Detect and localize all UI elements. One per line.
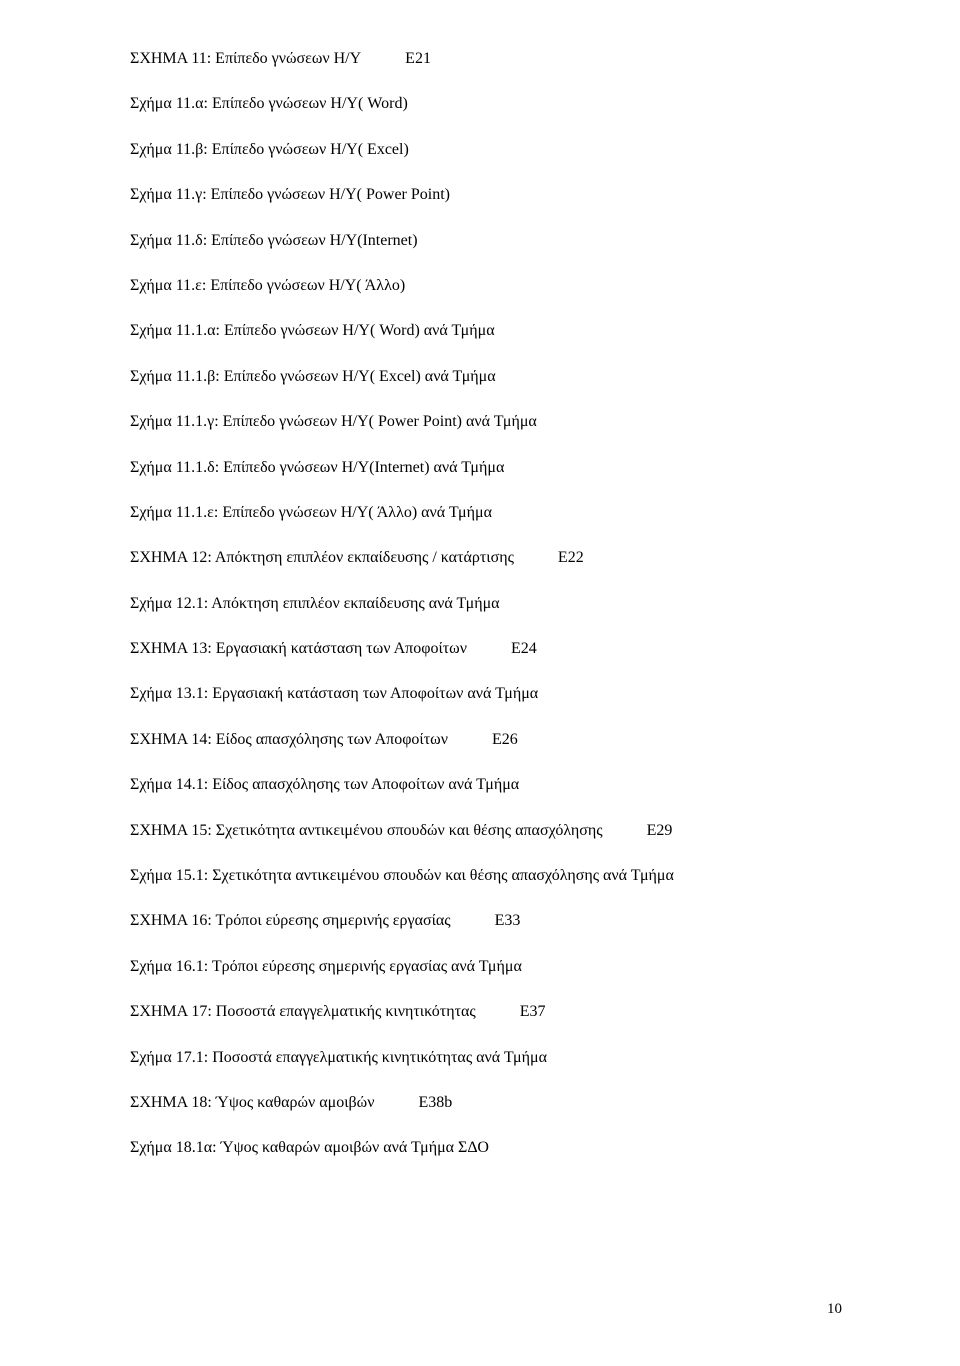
toc-entry-title: ΣΧΗΜΑ 17: Ποσοστά επαγγελματικής κινητικ… — [130, 1001, 476, 1023]
toc-entry-title: ΣΧΗΜΑ 16: Τρόποι εύρεσης σημερινής εργασ… — [130, 910, 451, 932]
toc-entry-title: Σχήμα 11.1.γ: Επίπεδο γνώσεων Η/Υ( Power… — [130, 411, 537, 433]
toc-line: Σχήμα 11.1.α: Επίπεδο γνώσεων Η/Υ( Word)… — [130, 320, 850, 342]
toc-entry-title: ΣΧΗΜΑ 11: Επίπεδο γνώσεων Η/Υ — [130, 48, 361, 70]
toc-entry-ref: Ε38b — [418, 1094, 452, 1111]
toc-line: Σχήμα 11.1.β: Επίπεδο γνώσεων Η/Υ( Excel… — [130, 366, 850, 388]
toc-entry-title: ΣΧΗΜΑ 15: Σχετικότητα αντικειμένου σπουδ… — [130, 820, 603, 842]
page-number: 10 — [827, 1299, 842, 1320]
toc-line: ΣΧΗΜΑ 13: Εργασιακή κατάσταση των Αποφοί… — [130, 638, 850, 660]
toc-entry-title: Σχήμα 13.1: Εργασιακή κατάσταση των Αποφ… — [130, 683, 538, 705]
toc-line: ΣΧΗΜΑ 12: Απόκτηση επιπλέον εκπαίδευσης … — [130, 547, 850, 569]
toc-entry-ref: Ε33 — [495, 912, 521, 929]
toc-entry-title: Σχήμα 16.1: Τρόποι εύρεσης σημερινής εργ… — [130, 956, 522, 978]
toc-entry-title: Σχήμα 11.β: Επίπεδο γνώσεων Η/Υ( Excel) — [130, 139, 409, 161]
toc-line: ΣΧΗΜΑ 18: Ύψος καθαρών αμοιβών Ε38b — [130, 1092, 850, 1114]
toc-entry-title: Σχήμα 18.1α: Ύψος καθαρών αμοιβών ανά Τμ… — [130, 1137, 489, 1159]
toc-line: ΣΧΗΜΑ 16: Τρόποι εύρεσης σημερινής εργασ… — [130, 910, 850, 932]
toc-entry-title: ΣΧΗΜΑ 14: Είδος απασχόλησης των Αποφοίτω… — [130, 729, 448, 751]
toc-entry-ref: Ε37 — [520, 1003, 546, 1020]
toc-line: ΣΧΗΜΑ 17: Ποσοστά επαγγελματικής κινητικ… — [130, 1001, 850, 1023]
toc-line: Σχήμα 13.1: Εργασιακή κατάσταση των Αποφ… — [130, 683, 850, 705]
toc-line: Σχήμα 11.α: Επίπεδο γνώσεων Η/Υ( Word) — [130, 93, 850, 115]
toc-line: Σχήμα 12.1: Απόκτηση επιπλέον εκπαίδευση… — [130, 593, 850, 615]
toc-line: ΣΧΗΜΑ 14: Είδος απασχόλησης των Αποφοίτω… — [130, 729, 850, 751]
toc-line: ΣΧΗΜΑ 15: Σχετικότητα αντικειμένου σπουδ… — [130, 820, 850, 842]
toc-entry-title: Σχήμα 11.1.ε: Επίπεδο γνώσεων Η/Υ( Άλλο)… — [130, 502, 492, 524]
toc-line: Σχήμα 11.1.γ: Επίπεδο γνώσεων Η/Υ( Power… — [130, 411, 850, 433]
toc-entry-ref: Ε29 — [647, 822, 673, 839]
toc-line: Σχήμα 14.1: Είδος απασχόλησης των Αποφοί… — [130, 774, 850, 796]
toc-line: Σχήμα 17.1: Ποσοστά επαγγελματικής κινητ… — [130, 1047, 850, 1069]
toc-entry-title: Σχήμα 11.1.δ: Επίπεδο γνώσεων Η/Υ(Intern… — [130, 457, 504, 479]
toc-line: Σχήμα 11.ε: Επίπεδο γνώσεων Η/Υ( Άλλο) — [130, 275, 850, 297]
toc-entry-title: Σχήμα 14.1: Είδος απασχόλησης των Αποφοί… — [130, 774, 519, 796]
toc-line: Σχήμα 16.1: Τρόποι εύρεσης σημερινής εργ… — [130, 956, 850, 978]
toc-line: Σχήμα 11.1.δ: Επίπεδο γνώσεων Η/Υ(Intern… — [130, 457, 850, 479]
toc-line: ΣΧΗΜΑ 11: Επίπεδο γνώσεων Η/Υ Ε21 — [130, 48, 850, 70]
toc-line: Σχήμα 11.1.ε: Επίπεδο γνώσεων Η/Υ( Άλλο)… — [130, 502, 850, 524]
toc-entry-ref: Ε24 — [511, 640, 537, 657]
toc-line: Σχήμα 11.β: Επίπεδο γνώσεων Η/Υ( Excel) — [130, 139, 850, 161]
toc-line: Σχήμα 11.γ: Επίπεδο γνώσεων Η/Υ( Power P… — [130, 184, 850, 206]
toc-entry-ref: Ε22 — [558, 549, 584, 566]
toc-entry-title: Σχήμα 17.1: Ποσοστά επαγγελματικής κινητ… — [130, 1047, 547, 1069]
toc-line: Σχήμα 11.δ: Επίπεδο γνώσεων Η/Υ(Internet… — [130, 230, 850, 252]
toc-entry-ref: Ε26 — [492, 731, 518, 748]
toc-entry-title: Σχήμα 11.δ: Επίπεδο γνώσεων Η/Υ(Internet… — [130, 230, 418, 252]
toc-entry-title: Σχήμα 11.1.β: Επίπεδο γνώσεων Η/Υ( Excel… — [130, 366, 496, 388]
toc-entry-title: Σχήμα 11.α: Επίπεδο γνώσεων Η/Υ( Word) — [130, 93, 408, 115]
toc-entry-title: Σχήμα 15.1: Σχετικότητα αντικειμένου σπο… — [130, 865, 674, 887]
toc-line: Σχήμα 15.1: Σχετικότητα αντικειμένου σπο… — [130, 865, 850, 887]
toc-entry-title: Σχήμα 11.ε: Επίπεδο γνώσεων Η/Υ( Άλλο) — [130, 275, 405, 297]
toc-entry-title: ΣΧΗΜΑ 13: Εργασιακή κατάσταση των Αποφοί… — [130, 638, 467, 660]
toc-entry-ref: Ε21 — [405, 50, 431, 67]
toc-entry-title: Σχήμα 11.γ: Επίπεδο γνώσεων Η/Υ( Power P… — [130, 184, 450, 206]
toc-entry-title: ΣΧΗΜΑ 18: Ύψος καθαρών αμοιβών — [130, 1092, 374, 1114]
toc-entry-title: ΣΧΗΜΑ 12: Απόκτηση επιπλέον εκπαίδευσης … — [130, 547, 514, 569]
toc-entry-title: Σχήμα 12.1: Απόκτηση επιπλέον εκπαίδευση… — [130, 593, 500, 615]
toc-line: Σχήμα 18.1α: Ύψος καθαρών αμοιβών ανά Τμ… — [130, 1137, 850, 1159]
toc-entry-title: Σχήμα 11.1.α: Επίπεδο γνώσεων Η/Υ( Word)… — [130, 320, 495, 342]
document-body: ΣΧΗΜΑ 11: Επίπεδο γνώσεων Η/Υ Ε21 Σχήμα 11… — [130, 48, 850, 1160]
